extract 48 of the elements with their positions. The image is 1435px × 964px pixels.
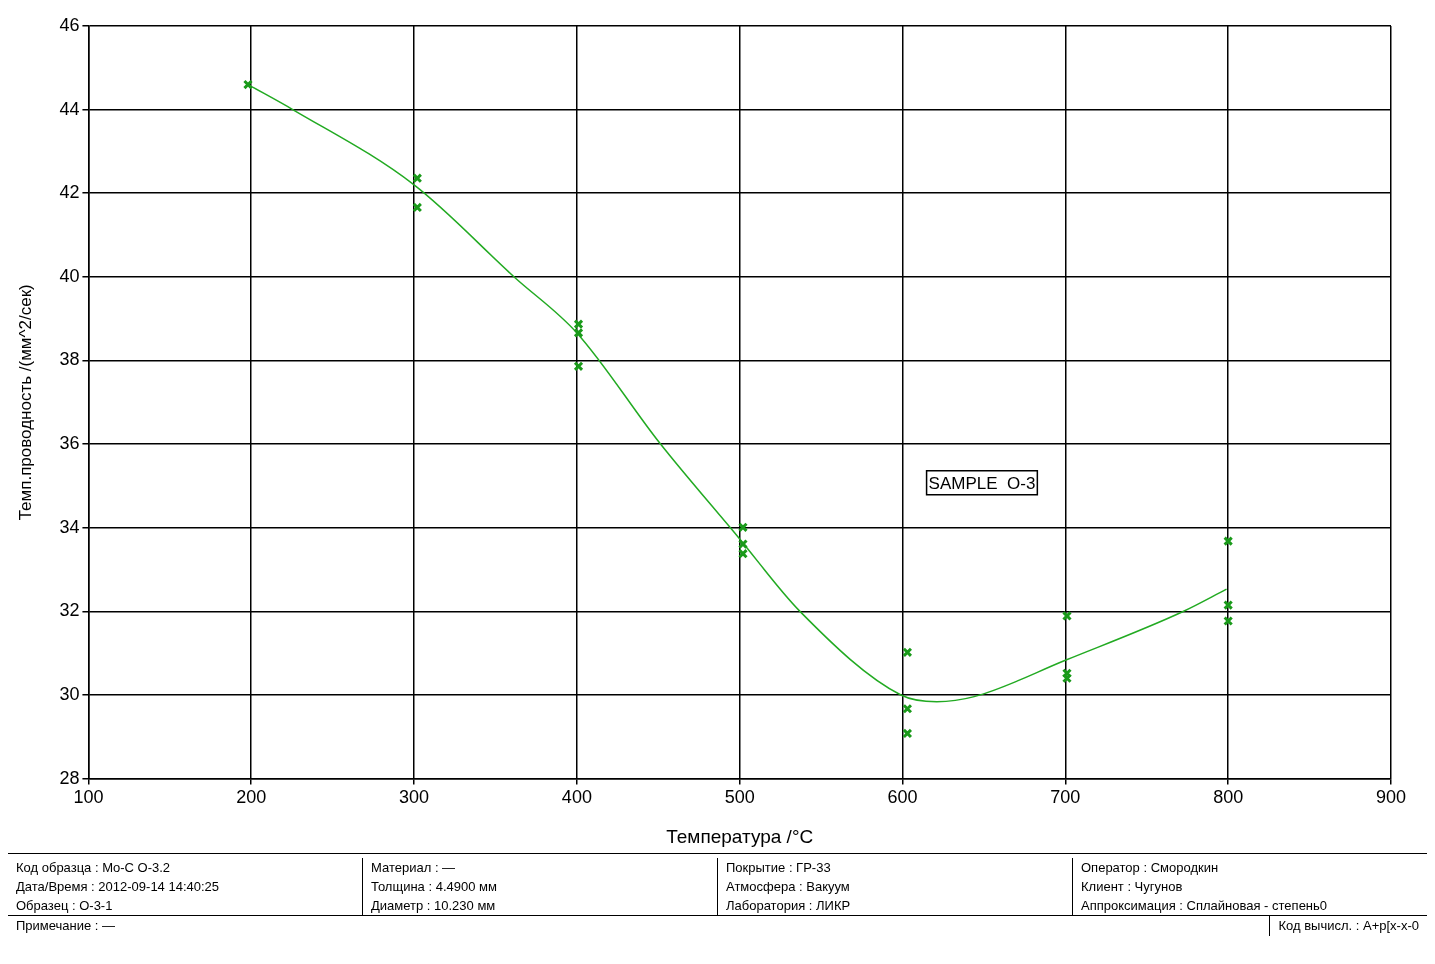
y-tick-label: 38 [59,349,80,370]
x-tick-label: 100 [73,787,104,808]
text: Дата/Время : 2012-09-14 14:40:25 [16,878,221,896]
text: Толщина : 4.4900 мм [371,878,498,896]
point [1061,610,1073,621]
point [573,361,584,372]
text: Код образца : Mo-C O-3.2 [16,859,172,877]
x-tick-label: 900 [1375,787,1407,808]
y-tick-label: 44 [59,98,80,119]
text: Покрытие : ГР-33 [726,859,832,877]
x-tick-label: 600 [887,787,918,808]
y-tick-label: 36 [59,433,80,454]
text: Примечание : — [15,917,117,935]
x-tick-label: 300 [399,787,430,808]
point [902,703,913,714]
x-tick-label: 700 [1050,787,1081,808]
text: Клиент : Чугунов [1081,878,1184,896]
point [1223,536,1234,547]
text: Образец : O-3-1 [16,897,114,915]
point [412,173,423,184]
x-tick-label: 800 [1213,787,1244,808]
point [1223,600,1234,611]
y-tick-label: 46 [59,14,80,35]
text: Материал : — [371,859,457,877]
y-tick-label: 28 [59,767,80,788]
y-tick-label: 34 [59,516,80,537]
x-tick-label: 200 [236,787,267,808]
point [1223,615,1234,627]
y-tick-label: 42 [59,182,80,203]
text: Аппроксимация : Сплайновая - степень0 [1081,897,1329,915]
x-tick-label: 500 [724,787,755,808]
x-tick-label: 400 [561,787,592,808]
y-tick-label: 30 [59,683,80,704]
point [242,79,254,90]
x-axis-title: Температура /°C [666,825,814,847]
text: Лаборатория : ЛИКР [726,897,852,915]
text: Атмосфера : Вакуум [726,878,851,896]
text: Диаметр : 10.230 мм [371,897,497,915]
point [902,728,913,739]
text: Код вычисл. : A+p[x-x-0 [1269,916,1427,936]
point [412,202,423,213]
point [737,522,748,533]
y-tick-label: 32 [59,600,80,621]
annotation: SAMPLE O-3 [928,473,1036,493]
text: Оператор : Смородкин [1081,859,1220,877]
y-tick-label: 40 [59,265,80,286]
point [902,647,913,658]
y-axis-title: Темп.проводность /(мм^2/сек) [15,284,35,521]
